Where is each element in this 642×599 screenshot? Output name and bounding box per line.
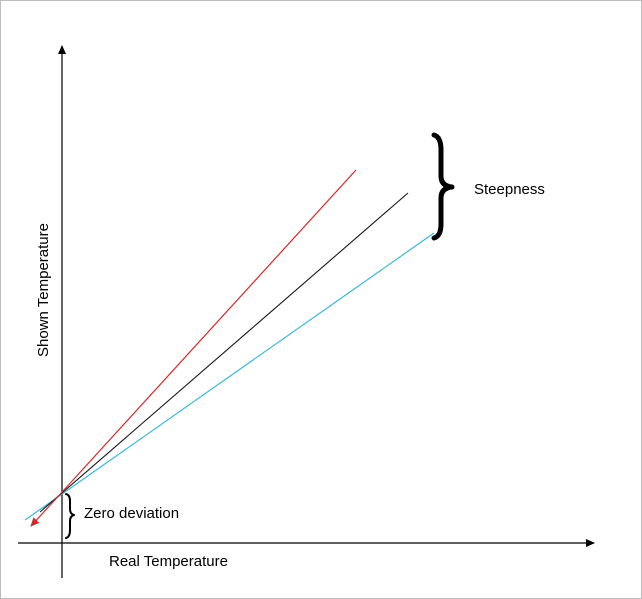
y-axis-label: Shown Temperature	[35, 223, 52, 357]
zero-deviation-label: Zero deviation	[84, 505, 179, 522]
x-axis-label: Real Temperature	[109, 553, 228, 570]
red-deviation-arrow	[30, 490, 64, 527]
steepness-label: Steepness	[474, 181, 545, 198]
steep-calibration-line	[62, 169, 357, 492]
zero-deviation-brace	[65, 493, 75, 539]
reference-calibration-line	[39, 192, 409, 513]
steepness-brace	[431, 132, 455, 241]
shallow-calibration-line	[24, 232, 435, 521]
